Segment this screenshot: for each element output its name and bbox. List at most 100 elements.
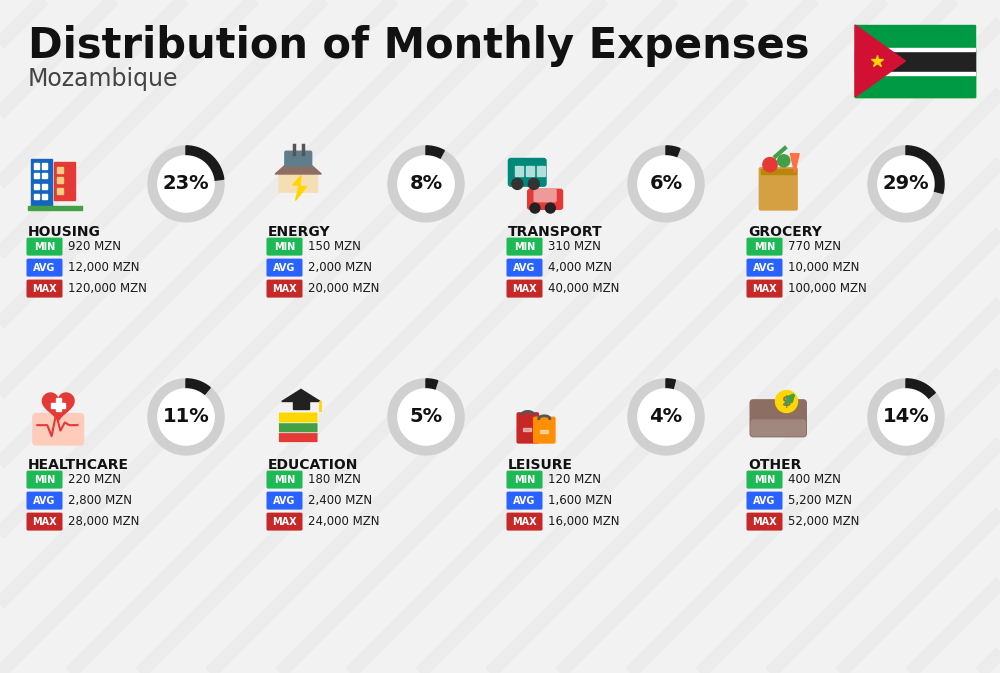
FancyBboxPatch shape bbox=[507, 470, 542, 489]
FancyBboxPatch shape bbox=[516, 412, 539, 444]
Text: 2,400 MZN: 2,400 MZN bbox=[308, 494, 372, 507]
Text: 24,000 MZN: 24,000 MZN bbox=[308, 515, 380, 528]
FancyBboxPatch shape bbox=[746, 258, 782, 277]
FancyBboxPatch shape bbox=[266, 470, 302, 489]
FancyBboxPatch shape bbox=[26, 491, 62, 509]
Polygon shape bbox=[878, 389, 934, 445]
FancyBboxPatch shape bbox=[279, 422, 318, 433]
Polygon shape bbox=[628, 379, 704, 455]
Text: MAX: MAX bbox=[272, 283, 297, 293]
Text: MAX: MAX bbox=[32, 283, 57, 293]
Text: 4,000 MZN: 4,000 MZN bbox=[548, 261, 612, 274]
Text: AVG: AVG bbox=[273, 495, 296, 505]
Polygon shape bbox=[186, 146, 224, 180]
Text: 5%: 5% bbox=[409, 407, 443, 427]
FancyBboxPatch shape bbox=[26, 238, 62, 256]
Bar bbox=[34, 163, 39, 168]
Text: 2,000 MZN: 2,000 MZN bbox=[308, 261, 372, 274]
Text: MIN: MIN bbox=[274, 242, 295, 252]
Polygon shape bbox=[293, 176, 306, 201]
Text: 310 MZN: 310 MZN bbox=[548, 240, 601, 253]
FancyBboxPatch shape bbox=[32, 413, 84, 446]
FancyBboxPatch shape bbox=[279, 412, 318, 423]
Polygon shape bbox=[906, 146, 944, 193]
Polygon shape bbox=[186, 379, 210, 395]
Bar bbox=[42, 163, 47, 168]
Polygon shape bbox=[158, 156, 214, 212]
Bar bbox=[57, 168, 63, 173]
FancyBboxPatch shape bbox=[746, 491, 782, 509]
Polygon shape bbox=[158, 156, 214, 212]
Bar bbox=[42, 194, 47, 199]
Polygon shape bbox=[148, 379, 224, 455]
Text: 52,000 MZN: 52,000 MZN bbox=[788, 515, 859, 528]
Bar bbox=[28, 206, 82, 210]
Text: MIN: MIN bbox=[34, 474, 55, 485]
Polygon shape bbox=[638, 389, 694, 445]
FancyBboxPatch shape bbox=[750, 419, 806, 436]
Bar bbox=[42, 173, 47, 178]
Text: 23%: 23% bbox=[163, 174, 209, 193]
Polygon shape bbox=[855, 25, 905, 97]
Text: AVG: AVG bbox=[33, 262, 56, 273]
FancyBboxPatch shape bbox=[26, 258, 62, 277]
FancyBboxPatch shape bbox=[507, 513, 542, 530]
Circle shape bbox=[763, 157, 777, 172]
FancyBboxPatch shape bbox=[508, 157, 547, 187]
Polygon shape bbox=[638, 156, 694, 212]
Text: GROCERY: GROCERY bbox=[748, 225, 822, 239]
Bar bbox=[540, 429, 548, 433]
Bar bbox=[855, 25, 975, 97]
Text: MIN: MIN bbox=[754, 474, 775, 485]
FancyBboxPatch shape bbox=[507, 491, 542, 509]
Text: TRANSPORT: TRANSPORT bbox=[508, 225, 603, 239]
Polygon shape bbox=[426, 379, 438, 390]
Polygon shape bbox=[398, 156, 454, 212]
Polygon shape bbox=[868, 146, 944, 222]
Circle shape bbox=[778, 155, 790, 167]
FancyBboxPatch shape bbox=[266, 491, 302, 509]
Polygon shape bbox=[398, 156, 454, 212]
Text: 120 MZN: 120 MZN bbox=[548, 473, 601, 486]
Text: MAX: MAX bbox=[752, 517, 777, 526]
FancyBboxPatch shape bbox=[759, 167, 798, 211]
Polygon shape bbox=[868, 379, 944, 455]
Bar bbox=[34, 173, 39, 178]
Text: AVG: AVG bbox=[33, 495, 56, 505]
Text: 6%: 6% bbox=[649, 174, 683, 193]
Bar bbox=[855, 71, 975, 75]
Polygon shape bbox=[398, 389, 454, 445]
FancyBboxPatch shape bbox=[507, 279, 542, 297]
Circle shape bbox=[512, 178, 523, 189]
Bar bbox=[42, 184, 47, 189]
Polygon shape bbox=[666, 146, 680, 158]
Polygon shape bbox=[878, 389, 934, 445]
Text: 220 MZN: 220 MZN bbox=[68, 473, 121, 486]
Text: 120,000 MZN: 120,000 MZN bbox=[68, 282, 147, 295]
Bar bbox=[515, 166, 523, 176]
Text: MIN: MIN bbox=[514, 474, 535, 485]
Text: Distribution of Monthly Expenses: Distribution of Monthly Expenses bbox=[28, 25, 810, 67]
Bar bbox=[855, 73, 975, 97]
Circle shape bbox=[530, 203, 540, 213]
Polygon shape bbox=[158, 389, 214, 445]
Text: HEALTHCARE: HEALTHCARE bbox=[28, 458, 129, 472]
Polygon shape bbox=[275, 153, 321, 174]
Polygon shape bbox=[282, 390, 320, 402]
Text: 40,000 MZN: 40,000 MZN bbox=[548, 282, 619, 295]
Circle shape bbox=[528, 178, 539, 189]
FancyBboxPatch shape bbox=[507, 238, 542, 256]
Text: 2,800 MZN: 2,800 MZN bbox=[68, 494, 132, 507]
Text: MAX: MAX bbox=[512, 517, 537, 526]
Text: 12,000 MZN: 12,000 MZN bbox=[68, 261, 140, 274]
FancyBboxPatch shape bbox=[279, 432, 318, 443]
FancyBboxPatch shape bbox=[284, 151, 312, 167]
Text: 920 MZN: 920 MZN bbox=[68, 240, 121, 253]
Text: MIN: MIN bbox=[514, 242, 535, 252]
Text: 29%: 29% bbox=[883, 174, 929, 193]
Text: AVG: AVG bbox=[273, 262, 296, 273]
Polygon shape bbox=[42, 393, 74, 421]
Text: 16,000 MZN: 16,000 MZN bbox=[548, 515, 620, 528]
FancyBboxPatch shape bbox=[746, 470, 782, 489]
Text: 14%: 14% bbox=[883, 407, 929, 427]
